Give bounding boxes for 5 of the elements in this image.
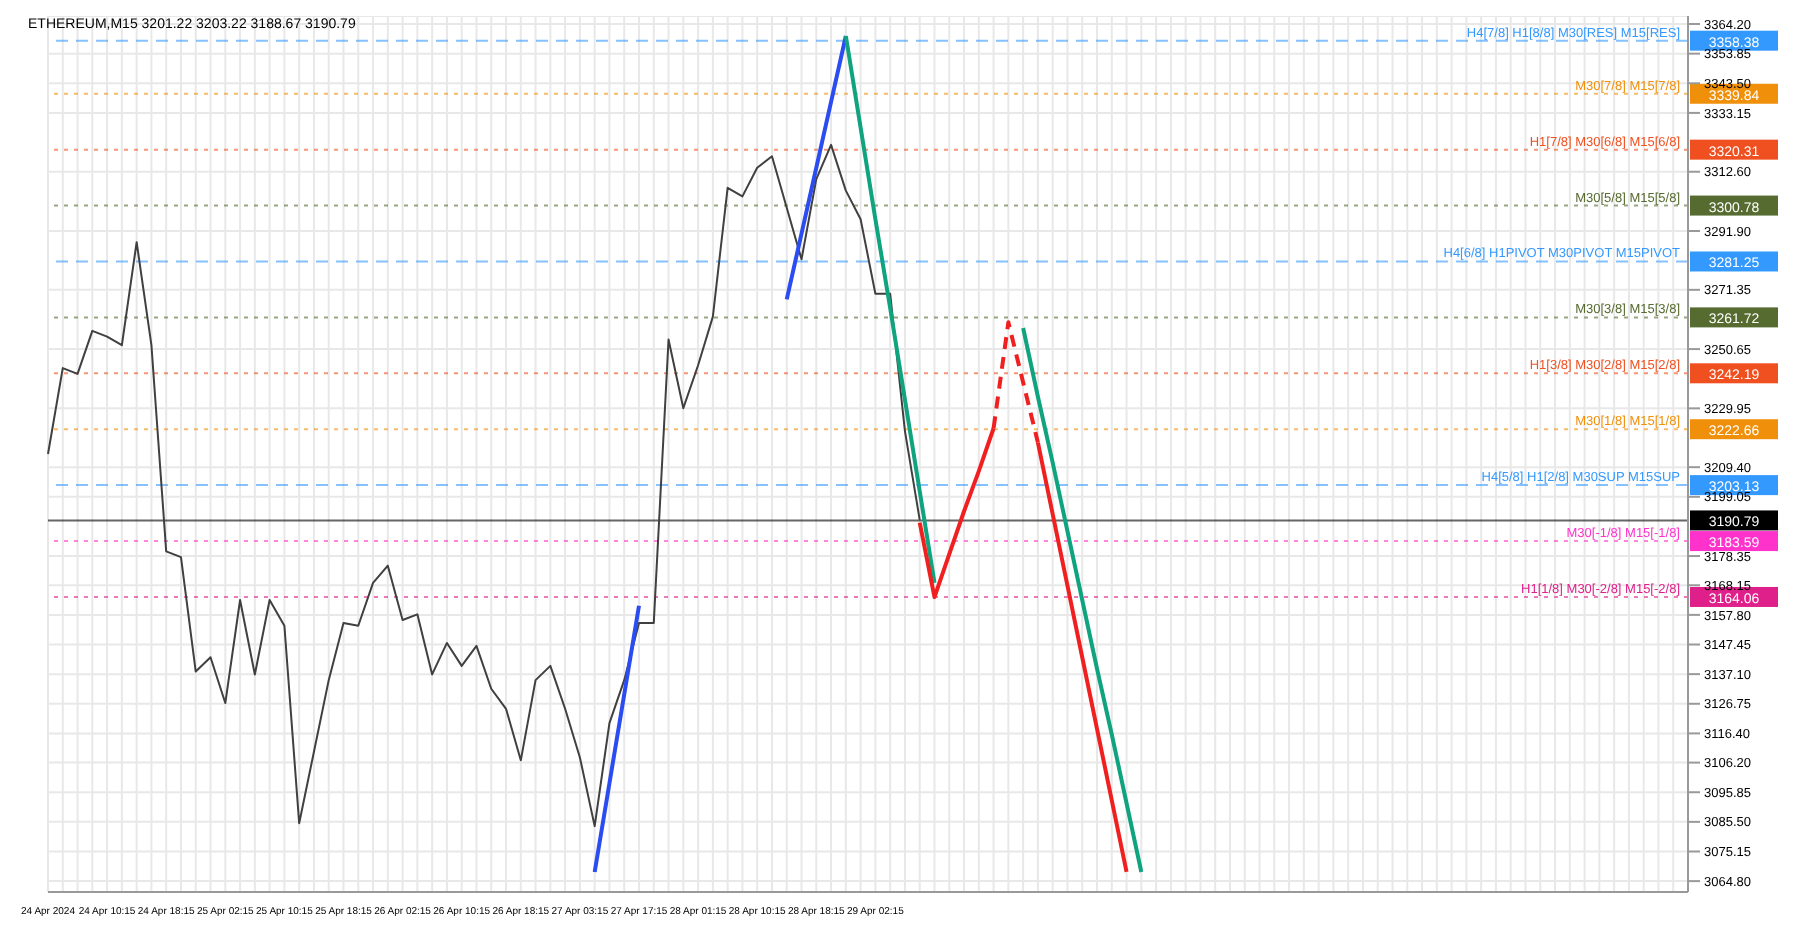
line-series <box>592 603 641 874</box>
line-series <box>784 34 848 302</box>
line-series <box>1021 326 1144 874</box>
line-series <box>843 34 937 585</box>
line-series <box>47 143 921 828</box>
